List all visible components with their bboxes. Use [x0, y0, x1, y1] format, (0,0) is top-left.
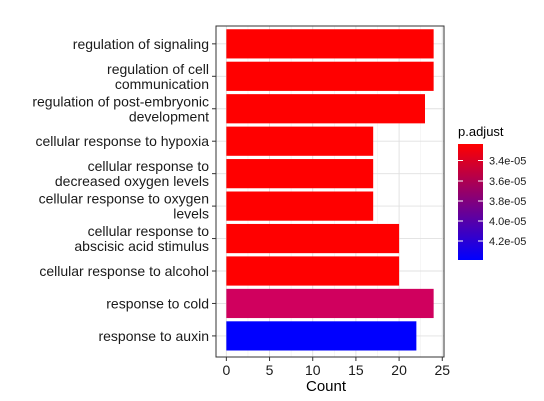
bar-10 [226, 321, 417, 351]
category-labels: regulation of signaling regulation of cel… [32, 36, 216, 344]
category-label-8: cellular response to alcohol [39, 263, 209, 279]
legend-title: p.adjust [458, 124, 504, 139]
x-axis-ticks: 0 5 10 15 20 25 [222, 357, 450, 378]
bar-1 [226, 29, 434, 59]
category-label-10: response to auxin [98, 328, 209, 344]
bar-9 [226, 288, 434, 319]
bar-7 [226, 223, 400, 254]
legend-tick-label-1: 3.4e-05 [489, 156, 526, 168]
bar-6 [226, 191, 374, 221]
bar-5 [226, 159, 374, 189]
x-tick-label-5: 5 [266, 362, 274, 378]
legend: p.adjust 3.4e-05 3.6e-05 3.8e-05 4.0e-05 4.2… [458, 124, 526, 260]
bar-3 [226, 94, 425, 124]
bar-4 [226, 126, 374, 156]
legend-tick-label-4: 4.0e-05 [489, 216, 526, 228]
x-tick-label-20: 20 [391, 362, 407, 378]
category-label-9: response to cold [106, 295, 209, 311]
x-axis-title: Count [306, 378, 347, 395]
bar-2 [226, 61, 434, 91]
x-tick-label-0: 0 [222, 362, 230, 378]
category-label-4: cellular response to hypoxia [35, 133, 209, 149]
x-tick-label-15: 15 [348, 362, 364, 378]
bars [226, 29, 434, 351]
x-tick-label-10: 10 [305, 362, 321, 378]
category-label-1: regulation of signaling [73, 36, 209, 52]
category-label-7: cellular response to abscisic acid stimul… [74, 223, 209, 254]
x-tick-label-25: 25 [434, 362, 450, 378]
category-label-6: cellular response to oxygen levels [39, 191, 209, 222]
category-label-3: regulation of post-embryonic development [32, 93, 209, 124]
category-label-2: regulation of cell communication [107, 61, 209, 92]
legend-colorbar [458, 144, 483, 260]
legend-tick-label-2: 3.6e-05 [489, 176, 526, 188]
legend-tick-label-3: 3.8e-05 [489, 196, 526, 208]
plot-border [215, 25, 445, 358]
bar-8 [226, 256, 400, 286]
category-label-5: cellular response to decreased oxygen lev… [55, 158, 209, 189]
legend-tick-label-5: 4.2e-05 [489, 236, 526, 248]
legend-ticks: 3.4e-05 3.6e-05 3.8e-05 4.0e-05 4.2e-05 [458, 156, 526, 248]
